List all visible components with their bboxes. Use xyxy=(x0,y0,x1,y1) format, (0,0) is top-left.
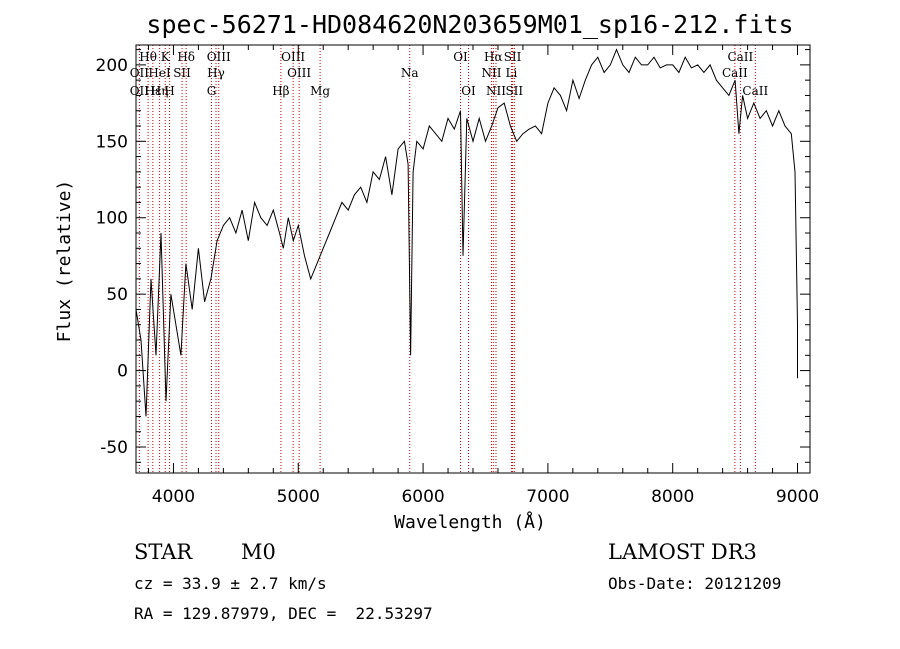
line-label-24: NII xyxy=(486,84,506,98)
line-label-4: K xyxy=(161,50,171,64)
emission-line-markers xyxy=(138,45,756,473)
object-class: STAR xyxy=(134,540,193,564)
plot-frame xyxy=(135,44,811,474)
line-label-26: CaII xyxy=(727,50,753,64)
x-tick-label-2: 6000 xyxy=(401,487,444,507)
line-label-1: OII xyxy=(130,66,150,80)
y-tick-label-5: 200 xyxy=(96,56,128,76)
object-subclass: M0 xyxy=(241,540,276,564)
line-label-18: OI xyxy=(453,50,468,64)
line-label-27: CaII xyxy=(722,66,748,80)
line-label-6: SII xyxy=(173,66,191,80)
line-label-28: CaII xyxy=(742,84,768,98)
x-axis-label: Wavelength (Å) xyxy=(394,511,546,533)
chart-title: spec-56271-HD084620N203659M01_sp16-212.f… xyxy=(146,10,793,39)
line-label-5: HeI xyxy=(148,66,171,80)
x-axis-ticks: 4000 5000 6000 7000 8000 9000 xyxy=(147,45,819,507)
x-tick-label-1: 5000 xyxy=(277,487,320,507)
line-label-15: Hβ xyxy=(272,84,289,98)
line-label-12: G xyxy=(207,84,217,98)
line-label-10: OIII xyxy=(207,50,231,64)
x-tick-label-4: 8000 xyxy=(651,487,694,507)
line-label-3: Hε xyxy=(145,84,162,98)
spectrum-line xyxy=(135,48,798,417)
y-tick-label-4: 150 xyxy=(96,132,128,152)
line-label-21: SII xyxy=(504,50,522,64)
y-axis-label: Flux (relative) xyxy=(54,180,75,343)
line-label-23: Li xyxy=(506,66,518,80)
y-tick-label-3: 100 xyxy=(96,209,128,229)
line-label-16: Mg xyxy=(310,84,330,98)
coordinates-text: RA = 129.87979, DEC = 22.53297 xyxy=(134,604,433,623)
line-label-7: Hη xyxy=(151,84,169,98)
line-label-11: Hγ xyxy=(207,66,225,80)
redshift-text: cz = 33.9 ± 2.7 km/s xyxy=(134,574,327,593)
y-tick-label-2: 50 xyxy=(106,285,128,305)
x-tick-label-3: 7000 xyxy=(526,487,569,507)
line-label-19: OI xyxy=(461,84,476,98)
y-axis-ticks: -50 0 50 100 150 200 xyxy=(96,49,810,463)
line-label-13: OIII xyxy=(281,50,305,64)
line-label-0: Hθ xyxy=(139,50,157,64)
y-tick-label-0: -50 xyxy=(100,438,128,458)
line-label-20: Hα xyxy=(484,50,503,64)
line-label-9: Hδ xyxy=(177,50,195,64)
observation-date: Obs-Date: 20121209 xyxy=(608,574,782,593)
y-tick-label-1: 0 xyxy=(117,362,128,382)
line-label-8: H xyxy=(164,84,174,98)
line-label-22: NII xyxy=(481,66,501,80)
survey-name: LAMOST DR3 xyxy=(608,540,757,564)
x-tick-label-5: 9000 xyxy=(776,487,819,507)
x-tick-label-0: 4000 xyxy=(152,487,195,507)
line-label-25: SII xyxy=(505,84,523,98)
line-label-14: OIII xyxy=(287,66,311,80)
line-label-2: OII xyxy=(130,84,150,98)
line-label-17: Na xyxy=(401,66,419,80)
